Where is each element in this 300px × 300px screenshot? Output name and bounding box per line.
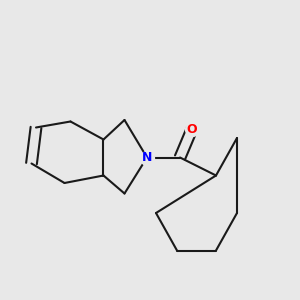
Text: O: O xyxy=(187,122,197,136)
Text: N: N xyxy=(142,151,152,164)
